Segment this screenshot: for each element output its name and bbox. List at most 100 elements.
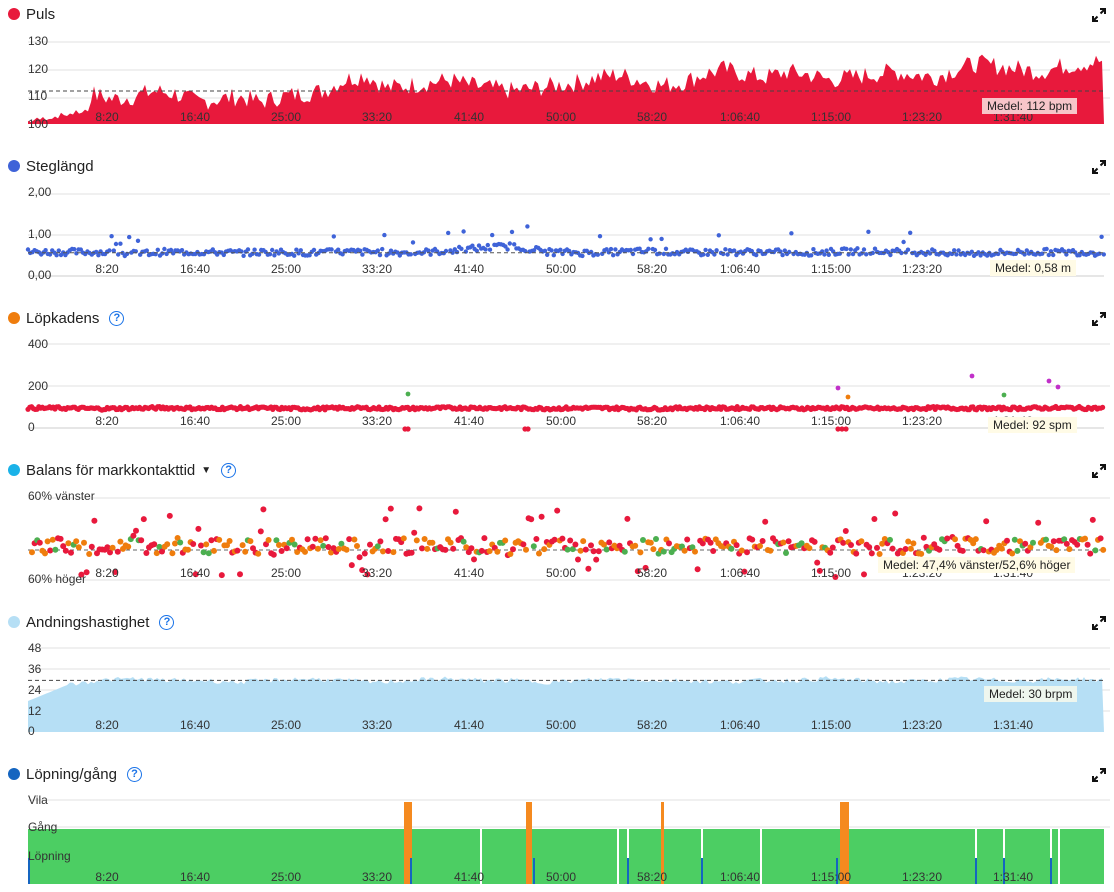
balans-chart[interactable]: 60% vänster 60% höger 8:20 16:40 25:00 33:20 4… — [0, 458, 1114, 588]
data-point — [107, 248, 112, 253]
expand-icon[interactable] — [1092, 312, 1106, 326]
data-point — [901, 239, 906, 245]
data-point — [218, 572, 225, 579]
panel-header: Balans för markkontakttid ▼ ? — [8, 458, 237, 482]
lopning-chart[interactable]: Vila Gång Löpning 8:20 16:40 25:00 33:20 41:40 5… — [0, 762, 1114, 892]
help-icon[interactable]: ? — [126, 766, 142, 782]
x-tick-label: 1:23:20 — [902, 718, 942, 732]
expand-icon[interactable] — [1092, 464, 1106, 478]
y-tick-label: 0,00 — [28, 268, 52, 282]
data-point — [172, 540, 178, 547]
mean-label: Medel: 112 bpm — [982, 98, 1078, 114]
data-point — [798, 540, 805, 547]
data-point — [452, 508, 459, 515]
x-tick-label: 25:00 — [271, 262, 301, 276]
run-marker — [1050, 858, 1052, 884]
data-point — [754, 252, 759, 258]
data-point — [442, 546, 449, 553]
data-point — [419, 545, 425, 552]
data-point — [273, 537, 280, 544]
data-point — [613, 247, 618, 252]
y-tick-label: 0 — [28, 420, 35, 434]
run-marker — [627, 858, 629, 884]
data-point — [824, 248, 829, 253]
data-point — [413, 537, 420, 544]
data-point — [400, 535, 407, 542]
data-point — [531, 248, 537, 253]
data-point — [428, 252, 433, 257]
expand-icon[interactable] — [1092, 616, 1106, 630]
data-point — [54, 253, 59, 258]
data-point — [738, 547, 745, 554]
data-point — [611, 253, 616, 258]
data-point — [661, 251, 666, 257]
data-point — [276, 542, 282, 548]
data-point — [164, 541, 171, 548]
data-point — [889, 545, 896, 552]
data-point — [294, 549, 301, 555]
expand-icon[interactable] — [1092, 768, 1106, 782]
data-point — [712, 252, 717, 257]
data-point — [1100, 404, 1106, 410]
x-tick-label: 1:06:40 — [720, 262, 760, 276]
data-point — [291, 541, 298, 548]
x-tick-label: 25:00 — [271, 110, 301, 124]
x-tick-label: 16:40 — [180, 870, 210, 884]
x-tick-label: 33:20 — [362, 110, 392, 124]
x-tick-label: 33:20 — [362, 566, 392, 580]
data-point — [969, 373, 975, 379]
expand-icon[interactable] — [1092, 8, 1106, 22]
gap-marker — [1058, 829, 1060, 884]
gap-marker — [701, 829, 703, 884]
data-point — [839, 426, 845, 432]
andning-chart[interactable]: 48 36 24 12 0 8:20 16:40 25:00 33:20 41:40 50:00 58… — [0, 610, 1114, 740]
data-point — [424, 545, 431, 552]
x-tick-label: 25:00 — [271, 566, 301, 580]
data-point — [1066, 546, 1073, 553]
help-icon[interactable]: ? — [159, 614, 175, 630]
puls-chart[interactable]: 130 120 110 100 8:20 16:40 25:00 33:20 41:40 50:0… — [0, 2, 1114, 132]
help-icon[interactable]: ? — [221, 462, 237, 478]
data-point — [832, 574, 839, 580]
data-point — [809, 253, 814, 258]
data-point — [25, 247, 31, 252]
data-point — [471, 556, 477, 563]
data-point — [283, 545, 290, 552]
data-point — [29, 549, 35, 556]
expand-icon[interactable] — [1092, 160, 1106, 174]
data-point — [49, 536, 56, 543]
lopkadens-chart[interactable]: 400 200 0 8:20 16:40 25:00 33:20 41:40 50:00 58:2… — [0, 306, 1114, 436]
data-point — [382, 232, 387, 238]
data-point — [567, 537, 574, 544]
data-point — [56, 248, 61, 253]
data-point — [474, 248, 479, 253]
chevron-down-icon[interactable]: ▼ — [201, 464, 212, 476]
data-point — [1051, 252, 1056, 258]
x-tick-label: 41:40 — [454, 566, 484, 580]
data-point — [692, 548, 698, 555]
panel-andning: Andningshastighet ? 48 36 24 12 0 8:20 16:40 25… — [0, 610, 1114, 740]
data-point — [601, 541, 607, 548]
data-point — [577, 547, 584, 554]
data-point — [292, 253, 297, 258]
data-point — [710, 548, 717, 554]
data-point — [83, 569, 90, 576]
run-marker — [533, 858, 535, 884]
data-point — [835, 426, 841, 432]
help-icon[interactable]: ? — [109, 310, 125, 326]
y-tick-label: 1,00 — [28, 227, 52, 241]
data-point — [47, 547, 54, 554]
data-point — [1027, 544, 1034, 551]
steglangd-chart[interactable]: 2,00 1,00 0,00 8:20 16:40 25:00 33:20 41:40 50:0… — [0, 154, 1114, 284]
panel-lopning: Löpning/gång ? Vila Gång Löpning 8:20 16:40 2… — [0, 762, 1114, 892]
data-point — [744, 549, 750, 556]
x-tick-label: 50:00 — [546, 870, 576, 884]
data-point — [980, 547, 987, 554]
data-point — [871, 516, 878, 522]
data-point — [538, 513, 545, 520]
data-point — [848, 247, 853, 252]
data-point — [185, 546, 191, 553]
data-point — [118, 241, 123, 246]
y-tick-label: Löpning — [28, 849, 71, 863]
data-point — [811, 247, 816, 252]
